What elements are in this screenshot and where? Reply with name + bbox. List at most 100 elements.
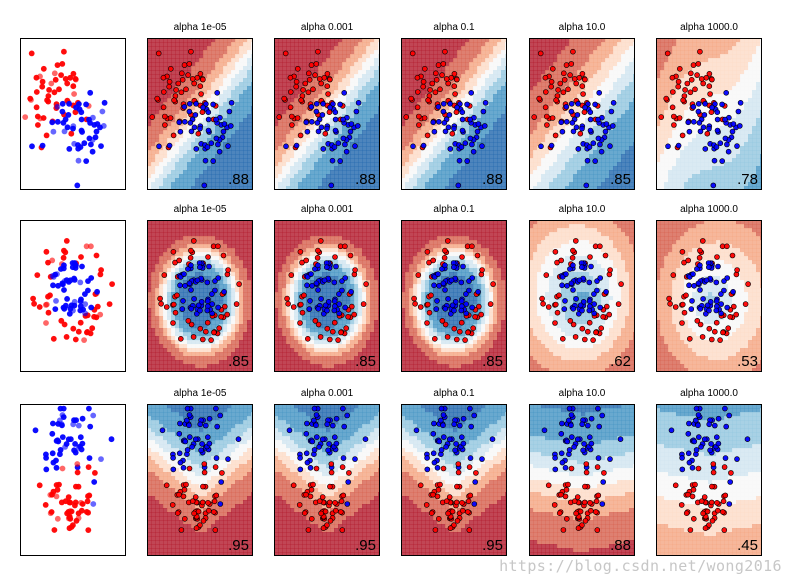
point-r1-c4-49 (439, 72, 445, 78)
point-r2-c3-53 (348, 288, 354, 295)
point-r3-c5-41 (559, 459, 566, 466)
point-r3-c6-41 (686, 459, 693, 466)
point-r3-c5-37 (541, 427, 548, 434)
frame-r1-c2 (147, 38, 253, 190)
point-r1-c1-68 (87, 89, 94, 96)
point-r1-c3-42 (298, 97, 304, 103)
point-r3-c4-4 (468, 423, 475, 430)
point-r3-c2-32 (170, 455, 176, 461)
point-r1-c6-88 (709, 104, 715, 111)
point-r2-c1-66 (88, 304, 95, 311)
frame-r2-c1 (20, 220, 126, 372)
point-r1-c4-85 (456, 157, 463, 164)
point-r3-c6-15 (692, 417, 699, 424)
point-r1-c6-2 (671, 122, 677, 128)
point-r1-c6-70 (736, 123, 743, 129)
point-r2-c2-29 (216, 325, 222, 332)
point-r2-c2-13 (172, 309, 179, 316)
point-r1-c5-33 (570, 48, 576, 55)
point-r1-c2-41 (161, 89, 167, 95)
frame-r1-c4 (401, 38, 507, 190)
point-r1-c1-51 (98, 143, 104, 150)
point-r1-c6-29 (663, 95, 670, 102)
point-r2-c4-29 (470, 325, 477, 332)
point-r1-c6-53 (665, 143, 671, 150)
point-r3-c3-92 (327, 517, 334, 524)
point-r2-c4-85 (435, 271, 441, 277)
point-r3-c4-94 (435, 486, 442, 493)
point-r1-c1-63 (54, 118, 61, 125)
point-r2-c3-41 (345, 313, 351, 320)
point-r3-c1-98 (92, 470, 98, 476)
point-r2-c5-44 (572, 334, 579, 340)
point-r1-c3-62 (293, 142, 300, 149)
point-r2-c2-87 (186, 280, 193, 287)
point-r2-c5-24 (618, 281, 624, 287)
point-r1-c1-92 (59, 108, 66, 115)
point-r2-c6-29 (725, 325, 732, 332)
point-r3-c4-75 (455, 461, 462, 467)
frame-r3-c5 (529, 404, 635, 556)
point-r2-c2-45 (170, 320, 176, 326)
point-r1-c6-33 (697, 48, 703, 55)
point-r3-c1-34 (59, 422, 65, 429)
point-r1-c4-86 (469, 141, 475, 148)
point-r1-c3-12 (293, 78, 300, 85)
point-r3-c1-27 (79, 415, 86, 422)
point-r2-c3-13 (299, 309, 306, 316)
point-r1-c6-23 (670, 113, 677, 120)
point-r2-c2-79 (179, 306, 186, 312)
point-r3-c4-54 (465, 498, 472, 505)
point-r1-c1-64 (89, 148, 96, 155)
point-r2-c2-92 (188, 305, 195, 312)
point-r1-c2-22 (160, 104, 167, 111)
point-r1-c5-95 (570, 128, 577, 135)
point-r3-c5-39 (580, 447, 586, 454)
point-r1-c5-82 (575, 146, 582, 152)
point-r1-c5-93 (587, 109, 594, 115)
point-r1-c1-50 (50, 128, 57, 135)
point-r2-c1-98 (68, 302, 75, 309)
point-r2-c2-93 (177, 282, 183, 289)
point-r2-c1-91 (67, 277, 74, 284)
point-r1-c1-41 (33, 89, 40, 95)
point-r1-c3-58 (335, 140, 342, 146)
point-r2-c2-19 (222, 303, 228, 310)
point-r2-c1-93 (50, 282, 56, 289)
point-r1-c3-22 (287, 104, 294, 111)
point-r3-c2-38 (192, 436, 199, 443)
point-r3-c6-38 (701, 436, 708, 443)
point-r1-c4-58 (462, 140, 469, 146)
point-r3-c2-95 (186, 465, 193, 472)
point-r1-c6-61 (730, 121, 737, 127)
point-r3-c3-96 (337, 509, 344, 515)
point-r2-c6-48 (683, 292, 689, 299)
point-r2-c4-70 (434, 298, 440, 304)
point-r3-c6-17 (693, 405, 700, 412)
panel-r1-c6: alpha 1000.0 .78 (656, 22, 762, 190)
point-r3-c5-81 (577, 508, 584, 515)
point-r3-c1-17 (57, 405, 64, 412)
watermark: https://blog.csdn.net/wong2016 (499, 557, 782, 575)
point-r1-c2-92 (186, 108, 193, 115)
score-r2-c5: .62 (610, 353, 631, 370)
point-r3-c4-97 (453, 499, 460, 506)
point-r3-c2-72 (169, 502, 176, 508)
point-r1-c2-76 (210, 101, 216, 108)
point-r1-c5-34 (579, 71, 586, 77)
point-r2-c3-25 (335, 337, 341, 343)
point-r3-c6-34 (695, 422, 701, 429)
point-r1-c3-38 (293, 83, 300, 90)
panel-r3-c6: alpha 1000.0 .45 (656, 388, 762, 556)
panel-r3-c3: alpha 0.001 .95 (274, 388, 380, 556)
point-r1-c6-79 (696, 120, 703, 126)
point-r1-c2-51 (225, 143, 231, 149)
point-r1-c3-81 (332, 127, 339, 134)
point-r3-c1-93 (56, 481, 62, 488)
point-r2-c4-41 (472, 313, 478, 320)
point-r1-c4-76 (464, 101, 470, 108)
point-r2-c4-16 (439, 317, 446, 324)
point-r3-c3-72 (296, 502, 303, 508)
point-r1-c1-49 (58, 72, 64, 78)
point-r3-c1-32 (43, 455, 49, 461)
